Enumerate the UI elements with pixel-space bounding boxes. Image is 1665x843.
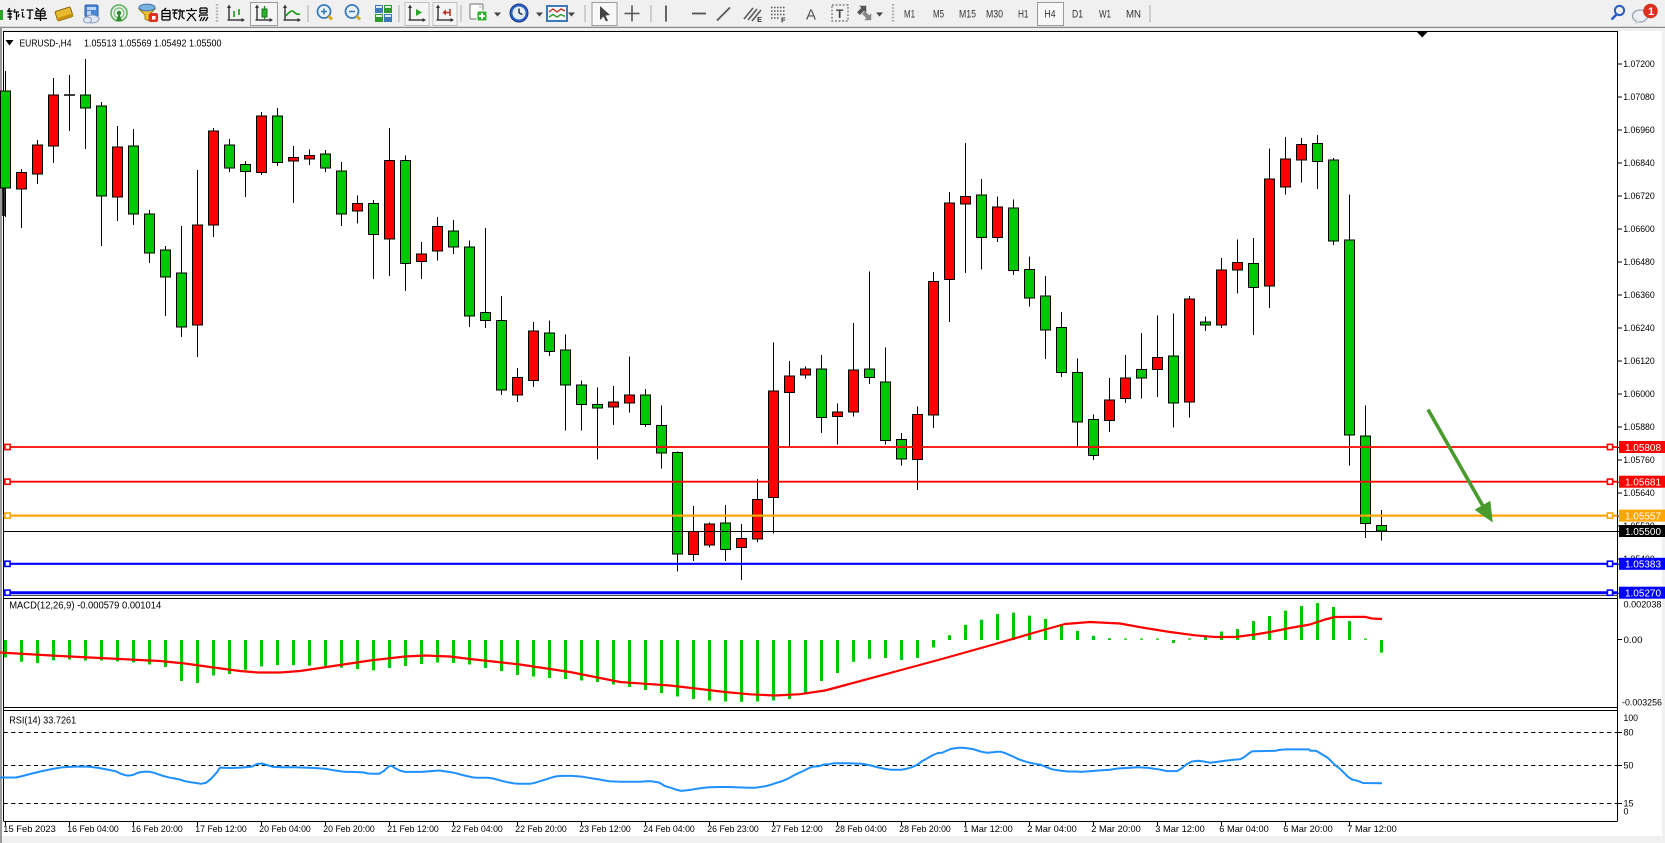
svg-text:F: F — [781, 16, 786, 25]
svg-text:2 Mar 20:00: 2 Mar 20:00 — [1091, 824, 1141, 835]
svg-text:16 Feb 20:00: 16 Feb 20:00 — [131, 824, 183, 835]
svg-text:1.06960: 1.06960 — [1623, 125, 1655, 136]
svg-text:26 Feb 23:00: 26 Feb 23:00 — [707, 824, 759, 835]
svg-text:1.06120: 1.06120 — [1623, 356, 1655, 367]
svg-text:1.06480: 1.06480 — [1623, 257, 1655, 268]
svg-text:27 Feb 12:00: 27 Feb 12:00 — [771, 824, 823, 835]
svg-text:22 Feb 20:00: 22 Feb 20:00 — [515, 824, 567, 835]
svg-text:15: 15 — [1624, 799, 1634, 810]
svg-text:3 Mar 12:00: 3 Mar 12:00 — [1155, 824, 1205, 835]
svg-text:1.05513 1.05569 1.05492 1.0550: 1.05513 1.05569 1.05492 1.05500 — [84, 38, 222, 50]
svg-text:20 Feb 04:00: 20 Feb 04:00 — [259, 824, 311, 835]
svg-text:D1: D1 — [1072, 9, 1083, 21]
svg-text:T: T — [836, 7, 844, 21]
svg-text:1: 1 — [1648, 6, 1654, 18]
svg-text:M1: M1 — [904, 9, 915, 21]
svg-text:1.06720: 1.06720 — [1623, 191, 1655, 202]
svg-text:1.06240: 1.06240 — [1623, 323, 1655, 334]
svg-text:1.05760: 1.05760 — [1623, 455, 1655, 466]
svg-text:EURUSD-,H4: EURUSD-,H4 — [20, 38, 72, 50]
svg-text:1.06840: 1.06840 — [1623, 158, 1655, 169]
svg-text:6 Mar 20:00: 6 Mar 20:00 — [1283, 824, 1333, 835]
svg-text:17 Feb 12:00: 17 Feb 12:00 — [195, 824, 247, 835]
svg-text:E: E — [757, 15, 762, 24]
svg-text:-0.003256: -0.003256 — [1622, 698, 1662, 709]
svg-text:100: 100 — [1624, 713, 1639, 724]
svg-text:21 Feb 12:00: 21 Feb 12:00 — [387, 824, 439, 835]
svg-text:1.07080: 1.07080 — [1623, 92, 1655, 103]
svg-text:M5: M5 — [933, 9, 944, 21]
svg-text:2 Mar 04:00: 2 Mar 04:00 — [1027, 824, 1077, 835]
svg-text:MACD(12,26,9) -0.000579 0.0010: MACD(12,26,9) -0.000579 0.001014 — [9, 601, 161, 612]
svg-text:1 Mar 12:00: 1 Mar 12:00 — [963, 824, 1013, 835]
svg-text:7 Mar 12:00: 7 Mar 12:00 — [1347, 824, 1397, 835]
svg-text:H4: H4 — [1045, 9, 1056, 21]
svg-text:1.05500: 1.05500 — [1625, 527, 1661, 538]
svg-text:28 Feb 04:00: 28 Feb 04:00 — [835, 824, 887, 835]
svg-text:RSI(14) 33.7261: RSI(14) 33.7261 — [9, 716, 76, 727]
svg-text:50: 50 — [1624, 761, 1634, 772]
svg-text:0.002038: 0.002038 — [1624, 600, 1662, 611]
svg-text:20 Feb 20:00: 20 Feb 20:00 — [323, 824, 375, 835]
svg-text:0: 0 — [1624, 807, 1629, 818]
svg-text:1.05640: 1.05640 — [1623, 488, 1655, 499]
svg-text:H1: H1 — [1018, 9, 1029, 21]
svg-text:1.06360: 1.06360 — [1623, 290, 1655, 301]
svg-text:1.05270: 1.05270 — [1625, 589, 1661, 600]
svg-text:24 Feb 04:00: 24 Feb 04:00 — [643, 824, 695, 835]
svg-text:M15: M15 — [959, 9, 976, 21]
svg-text:1.05808: 1.05808 — [1625, 443, 1661, 454]
svg-text:1.06000: 1.06000 — [1623, 389, 1655, 400]
svg-text:6 Mar 04:00: 6 Mar 04:00 — [1219, 824, 1269, 835]
svg-text:80: 80 — [1624, 728, 1634, 739]
svg-text:1.05880: 1.05880 — [1623, 422, 1655, 433]
svg-text:A: A — [806, 7, 816, 24]
svg-text:15 Feb 2023: 15 Feb 2023 — [3, 824, 56, 835]
svg-text:28 Feb 20:00: 28 Feb 20:00 — [899, 824, 951, 835]
svg-text:1.07200: 1.07200 — [1623, 59, 1655, 70]
svg-text:MN: MN — [1126, 9, 1141, 21]
svg-text:1.06600: 1.06600 — [1623, 224, 1655, 235]
svg-text:22 Feb 04:00: 22 Feb 04:00 — [451, 824, 503, 835]
svg-text:M30: M30 — [986, 9, 1003, 21]
svg-text:23 Feb 12:00: 23 Feb 12:00 — [579, 824, 631, 835]
svg-text:0.00: 0.00 — [1624, 635, 1643, 646]
svg-text:1.05383: 1.05383 — [1625, 560, 1661, 571]
svg-text:1.05681: 1.05681 — [1625, 478, 1661, 489]
svg-text:W1: W1 — [1099, 9, 1111, 21]
svg-text:1.05557: 1.05557 — [1625, 511, 1661, 522]
svg-text:16 Feb 04:00: 16 Feb 04:00 — [67, 824, 119, 835]
